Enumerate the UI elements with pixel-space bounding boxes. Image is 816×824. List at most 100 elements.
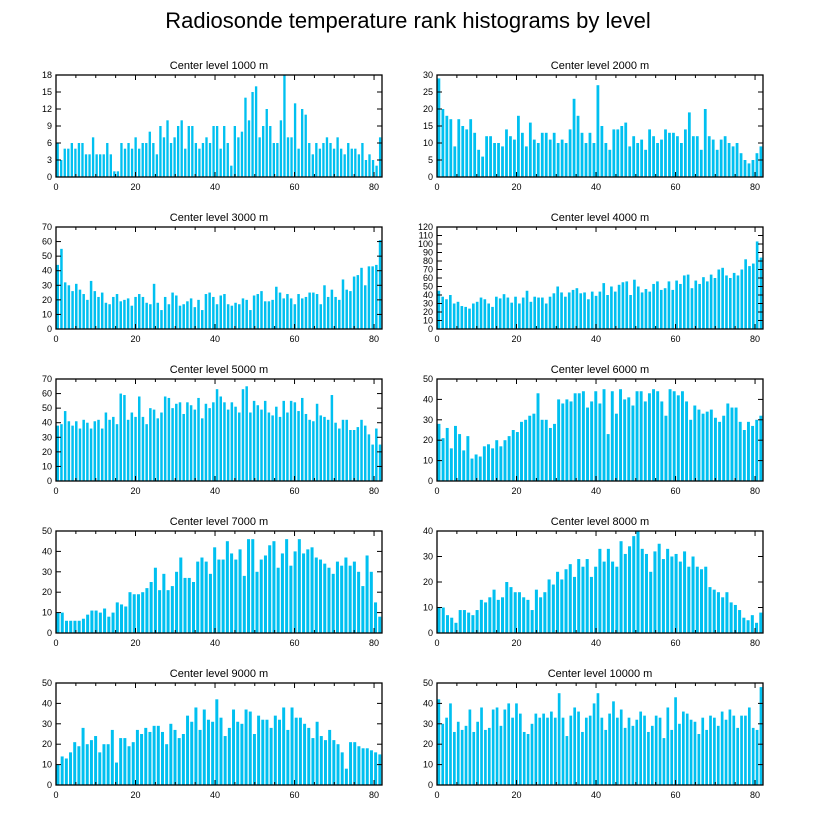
histogram-bar — [106, 143, 109, 177]
histogram-bar — [115, 602, 119, 633]
x-tick-label: 80 — [369, 486, 379, 496]
y-tick-label: 10 — [42, 461, 52, 471]
histogram-bar — [685, 401, 689, 481]
y-tick-label: 10 — [42, 309, 52, 319]
histogram-bar — [294, 717, 298, 785]
x-tick-label: 0 — [434, 638, 439, 648]
histogram-bar — [613, 291, 617, 329]
histogram-bar — [297, 148, 300, 177]
histogram-bar — [256, 294, 260, 329]
histogram-bar — [667, 281, 671, 329]
histogram-bar — [598, 403, 602, 481]
plot-frame — [55, 682, 383, 786]
x-tick-label: 60 — [290, 790, 300, 800]
histogram-bar — [709, 715, 712, 785]
histogram-bar — [569, 715, 573, 785]
histogram-bar — [263, 301, 267, 329]
y-tick-label: 40 — [423, 394, 433, 404]
histogram-bar — [483, 299, 487, 329]
y-tick-label: 20 — [423, 577, 433, 587]
histogram-bar — [437, 607, 441, 633]
x-tick-label: 40 — [210, 790, 220, 800]
histogram-bar — [699, 149, 703, 177]
histogram-bar — [529, 301, 533, 329]
panel-10000m: Center level 10000 m 0 10 20 30 40 50 0 20 40 60 80 — [423, 668, 764, 800]
histogram-bar — [619, 389, 622, 481]
histogram-bar — [223, 736, 227, 785]
histogram-bar — [541, 297, 544, 329]
histogram-bar — [647, 393, 651, 481]
x-tick-label: 0 — [434, 790, 439, 800]
histogram-bar — [60, 756, 64, 785]
histogram-bar — [639, 391, 643, 481]
histogram-bar — [522, 597, 526, 633]
x-tick-label: 40 — [591, 486, 601, 496]
histogram-bar — [223, 126, 226, 177]
histogram-bar — [695, 136, 699, 177]
y-tick-label: 0 — [428, 476, 433, 486]
histogram-bar — [616, 717, 619, 785]
histogram-bar — [60, 424, 63, 481]
histogram-bar — [730, 407, 734, 481]
histogram-bar — [533, 296, 537, 329]
y-tick-label: 20 — [42, 447, 52, 457]
histogram-bar — [204, 561, 208, 633]
histogram-bar — [353, 742, 357, 785]
x-tick-label: 60 — [290, 638, 300, 648]
histogram-bar — [576, 115, 580, 177]
histogram-bar — [318, 148, 322, 177]
histogram-bar — [524, 419, 528, 481]
histogram-bar — [265, 109, 268, 177]
histogram-bar — [197, 397, 200, 481]
histogram-bar — [138, 148, 141, 177]
histogram-bar — [519, 713, 522, 785]
histogram-bar — [561, 717, 565, 785]
histogram-bar — [77, 143, 81, 177]
histogram-bar — [695, 566, 699, 633]
histogram-bar — [120, 604, 124, 633]
x-tick-label: 60 — [290, 486, 300, 496]
histogram-bar — [276, 567, 280, 633]
histogram-bar — [736, 727, 740, 785]
x-tick-label: 0 — [434, 182, 439, 192]
histogram-bar — [267, 301, 271, 329]
histogram-bar — [290, 707, 294, 785]
histogram-bar — [252, 734, 256, 785]
histogram-bar — [326, 296, 330, 329]
histogram-bar — [212, 126, 215, 177]
histogram-bar — [560, 292, 563, 329]
histogram-bar — [201, 143, 205, 177]
y-tick-label: 0 — [47, 172, 52, 182]
histogram-bar — [344, 557, 348, 633]
histogram-bar — [596, 85, 600, 177]
histogram-bar — [141, 296, 145, 329]
histogram-bar — [731, 146, 735, 177]
histogram-bar — [306, 549, 310, 633]
histogram-bar — [600, 126, 604, 177]
histogram-bar — [112, 416, 115, 481]
y-tick-label: 25 — [423, 87, 433, 97]
histogram-bar — [361, 586, 365, 633]
histogram-bar — [602, 389, 606, 481]
histogram-bar — [138, 396, 141, 481]
histogram-bar — [115, 424, 119, 481]
histogram-bar — [759, 687, 763, 785]
histogram-bar — [106, 744, 110, 785]
panel-title: Center level 7000 m — [170, 516, 268, 528]
histogram-bar — [656, 281, 659, 329]
x-tick-label: 60 — [671, 638, 681, 648]
histogram-bar — [215, 389, 219, 481]
histogram-bar — [456, 721, 460, 785]
histogram-bar — [236, 721, 240, 785]
histogram-bar — [611, 561, 615, 633]
histogram-bar — [718, 421, 722, 481]
histogram-bar — [606, 295, 609, 329]
histogram-bar — [180, 120, 183, 177]
histogram-bar — [680, 391, 684, 481]
histogram-bar — [215, 699, 219, 785]
y-tick-label: 50 — [42, 678, 52, 688]
histogram-bar — [286, 729, 290, 785]
plot-frame — [436, 378, 764, 482]
histogram-bar — [90, 610, 94, 633]
histogram-bar — [293, 304, 297, 329]
